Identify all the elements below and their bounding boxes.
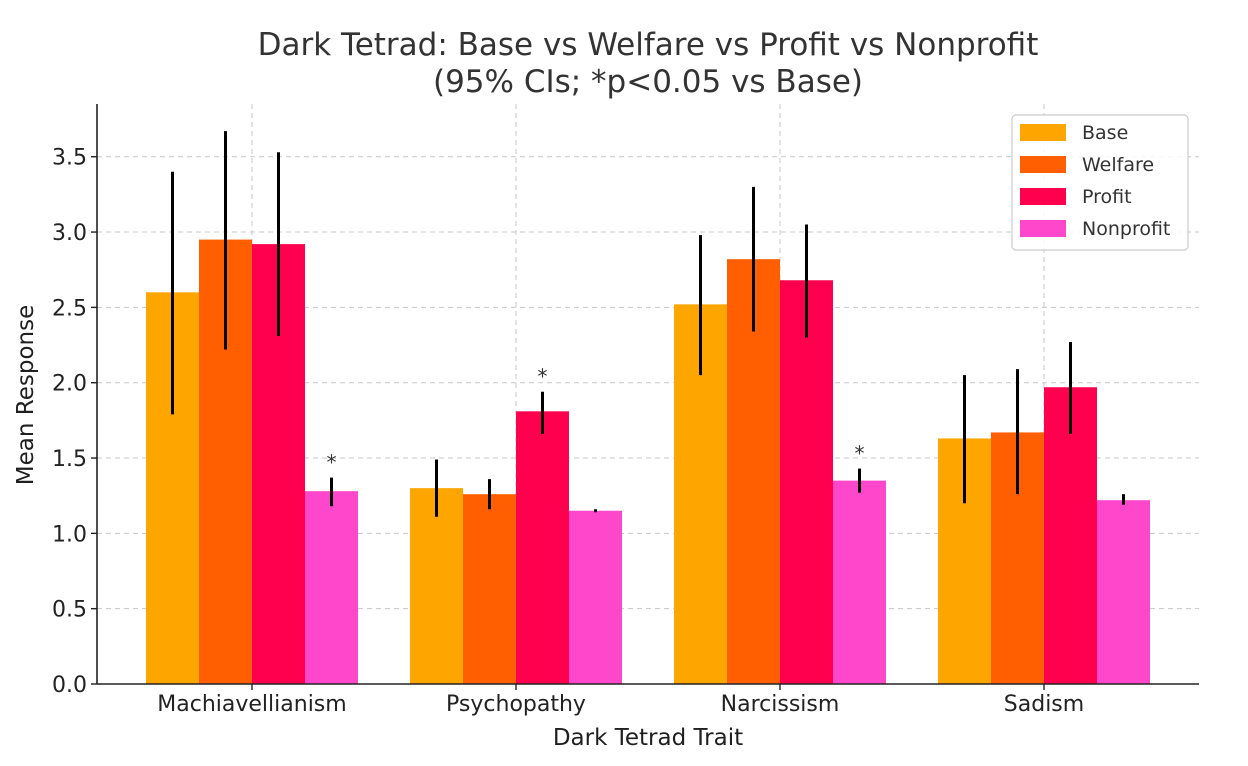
bar-base — [410, 488, 463, 684]
y-tick-label: 0.5 — [52, 598, 87, 623]
legend-label-nonprofit: Nonprofit — [1082, 218, 1170, 240]
errorbars-layer — [171, 131, 1125, 517]
bar-nonprofit — [1097, 500, 1150, 684]
y-tick-label: 2.0 — [52, 372, 87, 397]
axes-layer: 0.0 0.5 1.0 1.5 2.0 2.5 3.0 3.5 Machiavellianism… — [52, 104, 1199, 717]
y-tick-label: 3.0 — [52, 221, 87, 246]
legend-swatch-profit — [1020, 188, 1066, 205]
significance-marker: * — [327, 451, 337, 475]
bar-profit — [516, 411, 569, 684]
legend-label-welfare: Welfare — [1082, 154, 1154, 176]
x-tick-label: Psychopathy — [446, 692, 586, 717]
bar-profit — [1044, 387, 1097, 684]
bar-nonprofit — [833, 480, 886, 684]
chart-title: Dark Tetrad: Base vs Welfare vs Profit v… — [258, 27, 1039, 63]
y-tick-label: 3.5 — [52, 146, 87, 171]
y-axis-label: Mean Response — [13, 305, 39, 485]
legend-swatch-nonprofit — [1020, 220, 1066, 237]
bar-profit — [780, 280, 833, 684]
x-tick-label: Sadism — [1004, 692, 1084, 717]
x-axis-label: Dark Tetrad Trait — [553, 725, 743, 751]
legend-swatch-base — [1020, 124, 1066, 141]
bar-welfare — [463, 494, 516, 684]
x-tick-label: Machiavellianism — [157, 692, 346, 717]
y-tick-label: 0.0 — [52, 673, 87, 698]
x-tick-label: Narcissism — [721, 692, 840, 717]
legend-frame — [1011, 114, 1189, 251]
annotations-layer: * * * — [327, 365, 865, 475]
bar-nonprofit — [305, 491, 358, 684]
legend-label-base: Base — [1082, 122, 1128, 144]
legend-swatch-welfare — [1020, 156, 1066, 173]
y-tick-label: 1.0 — [52, 522, 87, 547]
significance-marker: * — [538, 365, 548, 389]
legend-label-profit: Profit — [1082, 186, 1132, 208]
bar-nonprofit — [569, 510, 622, 684]
legend: Base Welfare Profit Nonprofit — [1011, 114, 1189, 251]
chart-subtitle: (95% CIs; *p<0.05 vs Base) — [433, 64, 863, 100]
y-tick-label: 2.5 — [52, 296, 87, 321]
significance-marker: * — [855, 442, 865, 466]
y-tick-label: 1.5 — [52, 447, 87, 472]
bars-layer — [146, 239, 1150, 685]
